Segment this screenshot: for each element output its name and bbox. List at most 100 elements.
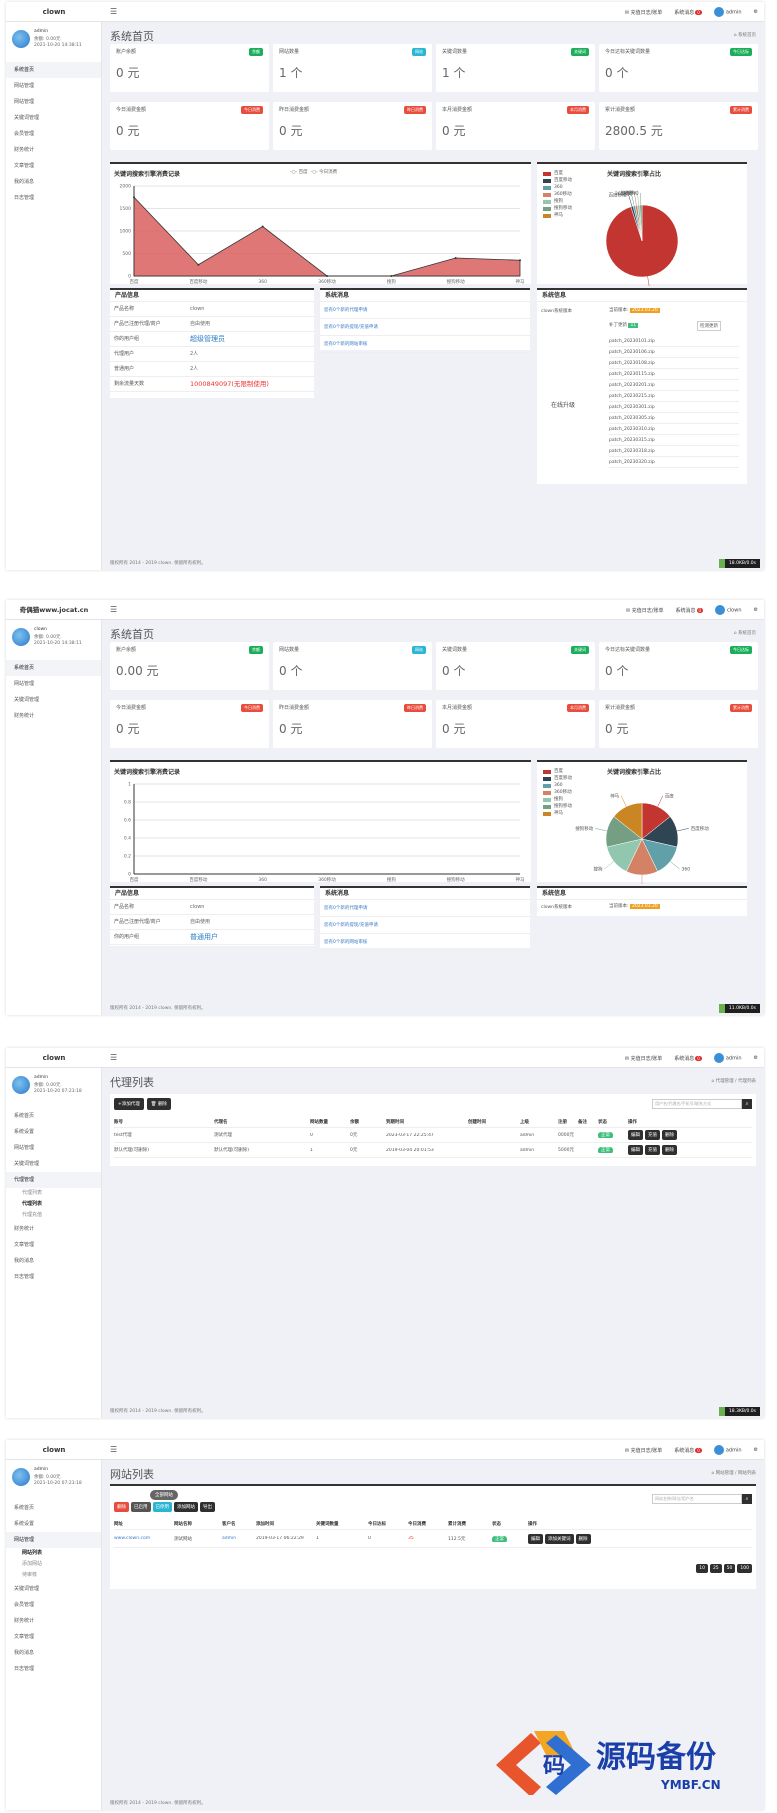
row-action-button[interactable]: 编辑 [528,1533,543,1544]
column-header[interactable]: 添加时间 [256,1521,274,1527]
patch-file[interactable]: patch_20230201.zip [609,380,739,391]
sidebar-item[interactable]: 网站管理 [14,83,35,89]
legend-item[interactable]: 百度 [543,170,572,177]
message-link[interactable]: 您有0个新的代理申请 [320,302,530,319]
sidebar-item[interactable]: 系统设置 [14,1129,35,1135]
sidebar-item[interactable]: 关键词管理 [14,1161,40,1167]
column-header[interactable]: 备注 [578,1119,587,1125]
sidebar-item[interactable]: 关键词管理 [14,1586,40,1592]
patch-file[interactable]: patch_20230318.zip [609,446,739,457]
menu-toggle-icon[interactable]: ☰ [110,1053,118,1062]
sidebar-item[interactable]: 文章管理 [14,163,35,169]
sidebar-item[interactable]: 文章管理 [14,1242,35,1248]
message-link[interactable]: 您有0个新的提现/充值申请 [320,917,530,934]
legend-item[interactable]: 百度移动 [543,775,572,782]
column-header[interactable]: 代理名 [214,1119,228,1125]
column-header[interactable]: 网站名称 [174,1521,192,1527]
settings-icon[interactable]: ⚙ [753,9,758,15]
page-size-button[interactable]: 10 [696,1564,708,1573]
page-size-button[interactable]: 50 [723,1564,736,1573]
patch-file[interactable]: patch_20230320.zip [609,457,739,468]
patch-file[interactable]: patch_20230106.zip [609,347,739,358]
patch-file[interactable]: patch_20230108.zip [609,358,739,369]
sidebar-item[interactable]: 网站管理 [6,1532,101,1548]
column-header[interactable]: 操作 [628,1119,637,1125]
column-header[interactable]: 注册 [558,1119,567,1125]
breadcrumb[interactable]: ⌂ 代理管理 / 代理列表 [711,1079,756,1084]
breadcrumb[interactable]: ⌂ 系统首页 [733,631,756,636]
search-input[interactable]: 网站名称/网址/用户名 [652,1494,742,1504]
patch-file[interactable]: patch_20230301.zip [609,402,739,413]
pie-legend[interactable]: 百度 百度移动 360 360移动 搜狗 搜狗移动 神马 [543,170,572,219]
app-logo[interactable]: clown [42,1054,66,1062]
patch-file[interactable]: patch_20230310.zip [609,424,739,435]
menu-toggle-icon[interactable]: ☰ [110,605,118,614]
sidebar-item[interactable]: 系统首页 [14,1113,35,1119]
sidebar-item[interactable]: 网站管理 [14,99,35,105]
sidebar-item[interactable]: 日志管理 [14,1666,35,1672]
row-action-button[interactable]: 充值 [645,1145,660,1155]
pie-legend[interactable]: 百度 百度移动 360 360移动 搜狗 搜狗移动 神马 [543,768,572,817]
row-action-button[interactable]: 添加关键词 [545,1533,574,1544]
message-link[interactable]: 您有0个新的网站审核 [320,934,530,951]
message-link[interactable]: 您有0个新的提现/充值申请 [320,319,530,336]
sidebar-item[interactable]: 待审核 [22,1572,38,1578]
breadcrumb[interactable]: ⌂ 系统首页 [733,33,756,38]
row-action-button[interactable]: 编辑 [628,1145,643,1155]
column-header[interactable]: 今日消费 [408,1521,426,1527]
sidebar-item[interactable]: 代理管理 [6,1172,101,1188]
settings-icon[interactable]: ⚙ [753,1055,758,1061]
add-agent-button[interactable]: +添加代理 [114,1098,144,1110]
toolbar-button[interactable]: 删除 [114,1502,129,1512]
system-message-link[interactable]: 系统消息 0 [674,9,702,16]
column-header[interactable]: 状态 [492,1521,501,1527]
sidebar-item[interactable]: 关键词管理 [14,697,40,703]
settings-icon[interactable]: ⚙ [753,607,758,613]
sidebar-item[interactable]: 会员管理 [14,131,35,137]
sidebar-item[interactable]: 代理列表 [22,1201,43,1207]
breadcrumb[interactable]: ⌂ 网站管理 / 网站列表 [711,1471,756,1476]
search-icon[interactable]: ⌕ [742,1494,752,1504]
patch-file[interactable]: patch_20230115.zip [609,369,739,380]
user-menu[interactable]: admin [713,1053,742,1063]
system-message-link[interactable]: 系统消息 0 [675,607,704,614]
sidebar-item[interactable]: 系统首页 [6,62,101,78]
toolbar-button[interactable]: 已停用 [152,1502,172,1512]
sidebar-item[interactable]: 我的消息 [14,1650,35,1656]
delete-button[interactable]: 🗑 删除 [146,1098,171,1110]
patch-file[interactable]: patch_20230215.zip [609,391,739,402]
sidebar-item[interactable]: 网站列表 [22,1550,43,1556]
sidebar-item[interactable]: 添加网站 [22,1561,43,1567]
legend-item[interactable]: 搜狗 [543,796,572,803]
check-update-button[interactable]: 检测更新 [697,321,721,331]
page-size-button[interactable]: 100 [737,1564,752,1573]
legend-item[interactable]: 搜狗 [543,198,572,205]
column-header[interactable]: 创建时间 [468,1119,486,1125]
column-header[interactable]: 到期时间 [386,1119,404,1125]
row-action-button[interactable]: 充值 [645,1130,660,1140]
recharge-log-link[interactable]: ✉ 充值日志/账单 [626,607,664,614]
column-header[interactable]: 客户名 [222,1521,236,1527]
legend-item[interactable]: 360 [543,782,572,789]
sidebar-item[interactable]: 日志管理 [14,1274,35,1280]
settings-icon[interactable]: ⚙ [753,1447,758,1453]
user-menu[interactable]: clown [715,605,742,615]
recharge-log-link[interactable]: ✉ 充值日志/账单 [624,9,663,16]
sidebar-item[interactable]: 系统设置 [14,1521,35,1527]
system-message-link[interactable]: 系统消息 0 [674,1055,702,1062]
message-link[interactable]: 您有0个新的代理申请 [320,900,530,917]
column-header[interactable]: 关键词数量 [316,1521,339,1527]
legend-item[interactable]: 360 [543,184,572,191]
column-header[interactable]: 状态 [598,1119,607,1125]
toolbar-button[interactable]: 已启用 [131,1502,151,1512]
search-icon[interactable]: ⌕ [742,1099,752,1109]
sidebar-item[interactable]: 系统首页 [14,1505,35,1511]
legend-item[interactable]: 搜狗移动 [543,803,572,810]
column-header[interactable]: 累计消费 [448,1521,466,1527]
column-header[interactable]: 网址 [114,1521,123,1527]
app-logo[interactable]: 奇偶猫www.jocat.cn [19,606,89,614]
row-action-button[interactable]: 删除 [662,1130,677,1140]
app-logo[interactable]: clown [42,8,66,16]
sidebar-item[interactable]: 关键词管理 [14,115,40,121]
sidebar-item[interactable]: 网站管理 [14,1145,35,1151]
